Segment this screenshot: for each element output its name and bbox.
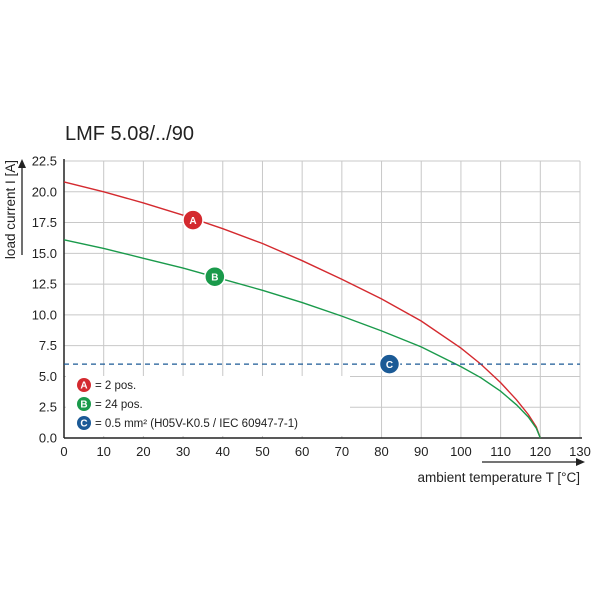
y-tick-label: 22.5: [32, 154, 57, 169]
legend-badge-letter: A: [80, 381, 87, 392]
x-tick-label: 50: [255, 444, 269, 459]
legend-entry-c: C = 0.5 mm² (H05V-K0.5 / IEC 60947-7-1): [77, 416, 298, 430]
legend-badge-letter: C: [80, 419, 87, 430]
y-tick-label: 10.0: [32, 307, 57, 322]
x-axis-label: ambient temperature T [°C]: [418, 470, 580, 485]
x-tick-label: 130: [569, 444, 591, 459]
marker-letter: B: [211, 273, 218, 284]
x-tick-label: 0: [60, 444, 67, 459]
x-tick-label: 100: [450, 444, 472, 459]
marker-badge-b: [204, 265, 226, 288]
series-markers: A B C: [182, 209, 401, 375]
legend-background: [66, 376, 350, 436]
legend-badge-c: [77, 416, 91, 430]
x-tick-label: 40: [216, 444, 230, 459]
y-label-arrowhead: [18, 159, 26, 168]
series-lines: [63, 181, 580, 439]
x-tick-label: 30: [176, 444, 190, 459]
y-tick-label: 7.5: [39, 338, 57, 353]
marker-b: B: [204, 265, 226, 288]
marker-c: C: [378, 353, 401, 375]
chart-title: LMF 5.08/../90: [65, 123, 194, 145]
legend-badge-letter: B: [80, 400, 87, 411]
legend-entry-b: B = 24 pos.: [77, 397, 143, 411]
legend-entry-a: A = 2 pos.: [77, 378, 136, 392]
x-tick-label: 20: [136, 444, 150, 459]
x-tick-labels: 0 10 20 30 40 50 60 70 80 90 100 110 120 130: [60, 444, 590, 459]
x-tick-label: 120: [529, 444, 551, 459]
x-tick-label: 70: [335, 444, 349, 459]
marker-badge-a: [182, 209, 204, 231]
legend-text: = 2 pos.: [95, 380, 136, 392]
marker-letter: A: [189, 216, 196, 227]
y-tick-label: 0.0: [39, 431, 57, 446]
legend-badge-a: [77, 378, 91, 392]
y-tick-labels: 0.0 2.5 5.0 7.5 10.0 12.5 15.0 17.5 20.0 22.5: [32, 154, 57, 446]
x-tick-label: 110: [490, 444, 511, 459]
axes: [18, 159, 585, 466]
marker-letter: C: [386, 360, 393, 371]
legend-badge-b: [77, 397, 91, 411]
legend: A = 2 pos. B = 24 pos. C = 0.5 mm² (H05V-K0.5…: [66, 376, 350, 436]
series-line-a: [63, 181, 541, 439]
y-axis-label: load current I [A]: [3, 160, 18, 259]
marker-badge-c: [378, 353, 401, 375]
x-tick-label: 60: [295, 444, 309, 459]
x-label-arrowhead: [576, 458, 585, 466]
marker-a: A: [182, 209, 204, 231]
y-tick-label: 15.0: [32, 246, 57, 261]
x-tick-label: 80: [374, 444, 388, 459]
y-tick-label: 17.5: [32, 215, 57, 230]
x-tick-label: 90: [414, 444, 428, 459]
x-tick-label: 10: [96, 444, 110, 459]
legend-text: = 24 pos.: [95, 399, 143, 411]
y-tick-label: 5.0: [39, 369, 57, 384]
y-tick-label: 12.5: [32, 277, 57, 292]
y-tick-label: 20.0: [32, 184, 57, 199]
y-tick-label: 2.5: [39, 400, 57, 415]
legend-text: = 0.5 mm² (H05V-K0.5 / IEC 60947-7-1): [95, 418, 298, 430]
series-line-b: [63, 239, 541, 439]
